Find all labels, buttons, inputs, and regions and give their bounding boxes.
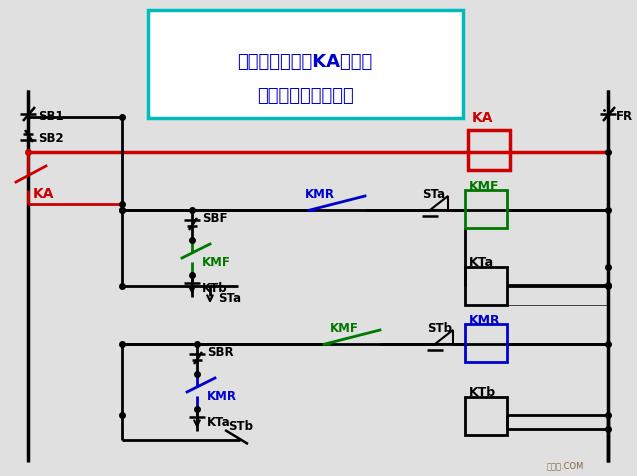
- Text: SB2: SB2: [38, 131, 64, 145]
- Text: 张续图.COM: 张续图.COM: [547, 462, 583, 470]
- Text: KMR: KMR: [469, 314, 501, 327]
- Text: STa: STa: [422, 188, 445, 200]
- Text: KMF: KMF: [202, 256, 231, 268]
- Bar: [465, 397, 507, 435]
- Text: 加中间继电器（KA）实现: 加中间继电器（KA）实现: [238, 53, 373, 71]
- Bar: [465, 267, 507, 305]
- Text: KMR: KMR: [305, 188, 335, 200]
- Text: STb: STb: [228, 419, 253, 433]
- Text: FR: FR: [616, 109, 633, 122]
- Text: SB1: SB1: [38, 109, 64, 122]
- Bar: [465, 190, 507, 228]
- Text: KTa: KTa: [207, 416, 231, 429]
- Text: KMF: KMF: [330, 321, 359, 335]
- Bar: [465, 324, 507, 362]
- Text: SBF: SBF: [202, 211, 227, 225]
- Text: KA: KA: [472, 111, 494, 125]
- Text: 任意位置停车的要求: 任意位置停车的要求: [257, 87, 354, 105]
- Bar: [148, 10, 463, 118]
- Bar: [468, 130, 510, 170]
- Text: KMR: KMR: [207, 389, 237, 403]
- Text: KA: KA: [33, 187, 55, 201]
- Text: KTb: KTb: [202, 282, 227, 296]
- Text: SBR: SBR: [207, 346, 234, 358]
- Text: KMF: KMF: [469, 179, 499, 192]
- Text: STb: STb: [427, 321, 452, 335]
- Text: KTb: KTb: [469, 387, 496, 399]
- Text: KTa: KTa: [469, 257, 494, 269]
- Text: STa: STa: [218, 291, 241, 305]
